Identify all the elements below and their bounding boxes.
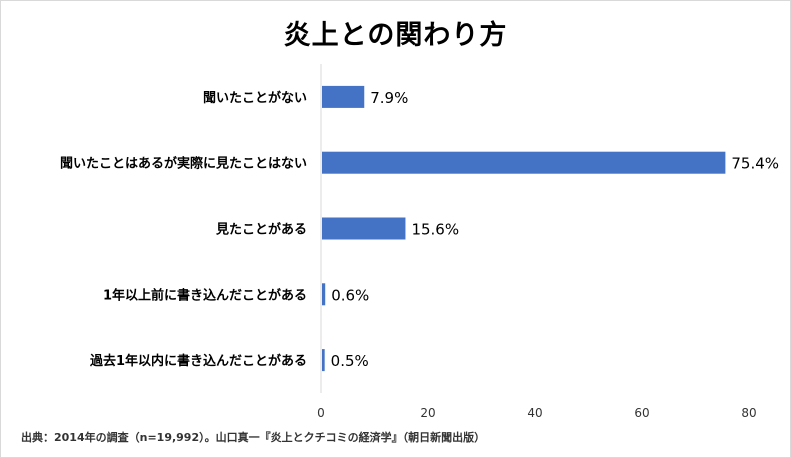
value-label: 75.4% [731,155,779,173]
bar [322,85,365,108]
category-label: 1年以上前に書き込んだことがある [103,287,307,303]
category-label: 聞いたことはあるが実際に見たことはない [60,156,307,172]
bar [322,283,326,306]
source-note: 出典：2014年の調査（n=19,992）。山口真一『炎上とクチコミの経済学』（… [21,431,486,444]
bar [322,349,325,372]
x-tick-label: 0 [317,406,325,420]
x-tick-label: 40 [527,406,542,420]
x-tick-label: 60 [634,406,649,420]
category-label: 見たことがある [215,222,307,238]
value-label: 15.6% [411,221,459,239]
bar [322,151,726,174]
category-label: 聞いたことがない [203,90,307,106]
value-label: 7.9% [370,89,408,107]
value-label: 0.5% [331,352,369,370]
category-label: 過去1年以内に書き込んだことがある [89,353,307,369]
chart-title: 炎上との関わり方 [283,20,508,51]
x-tick-label: 20 [420,406,435,420]
value-label: 0.6% [331,286,369,304]
bar [322,217,406,240]
x-tick-label: 80 [741,406,756,420]
